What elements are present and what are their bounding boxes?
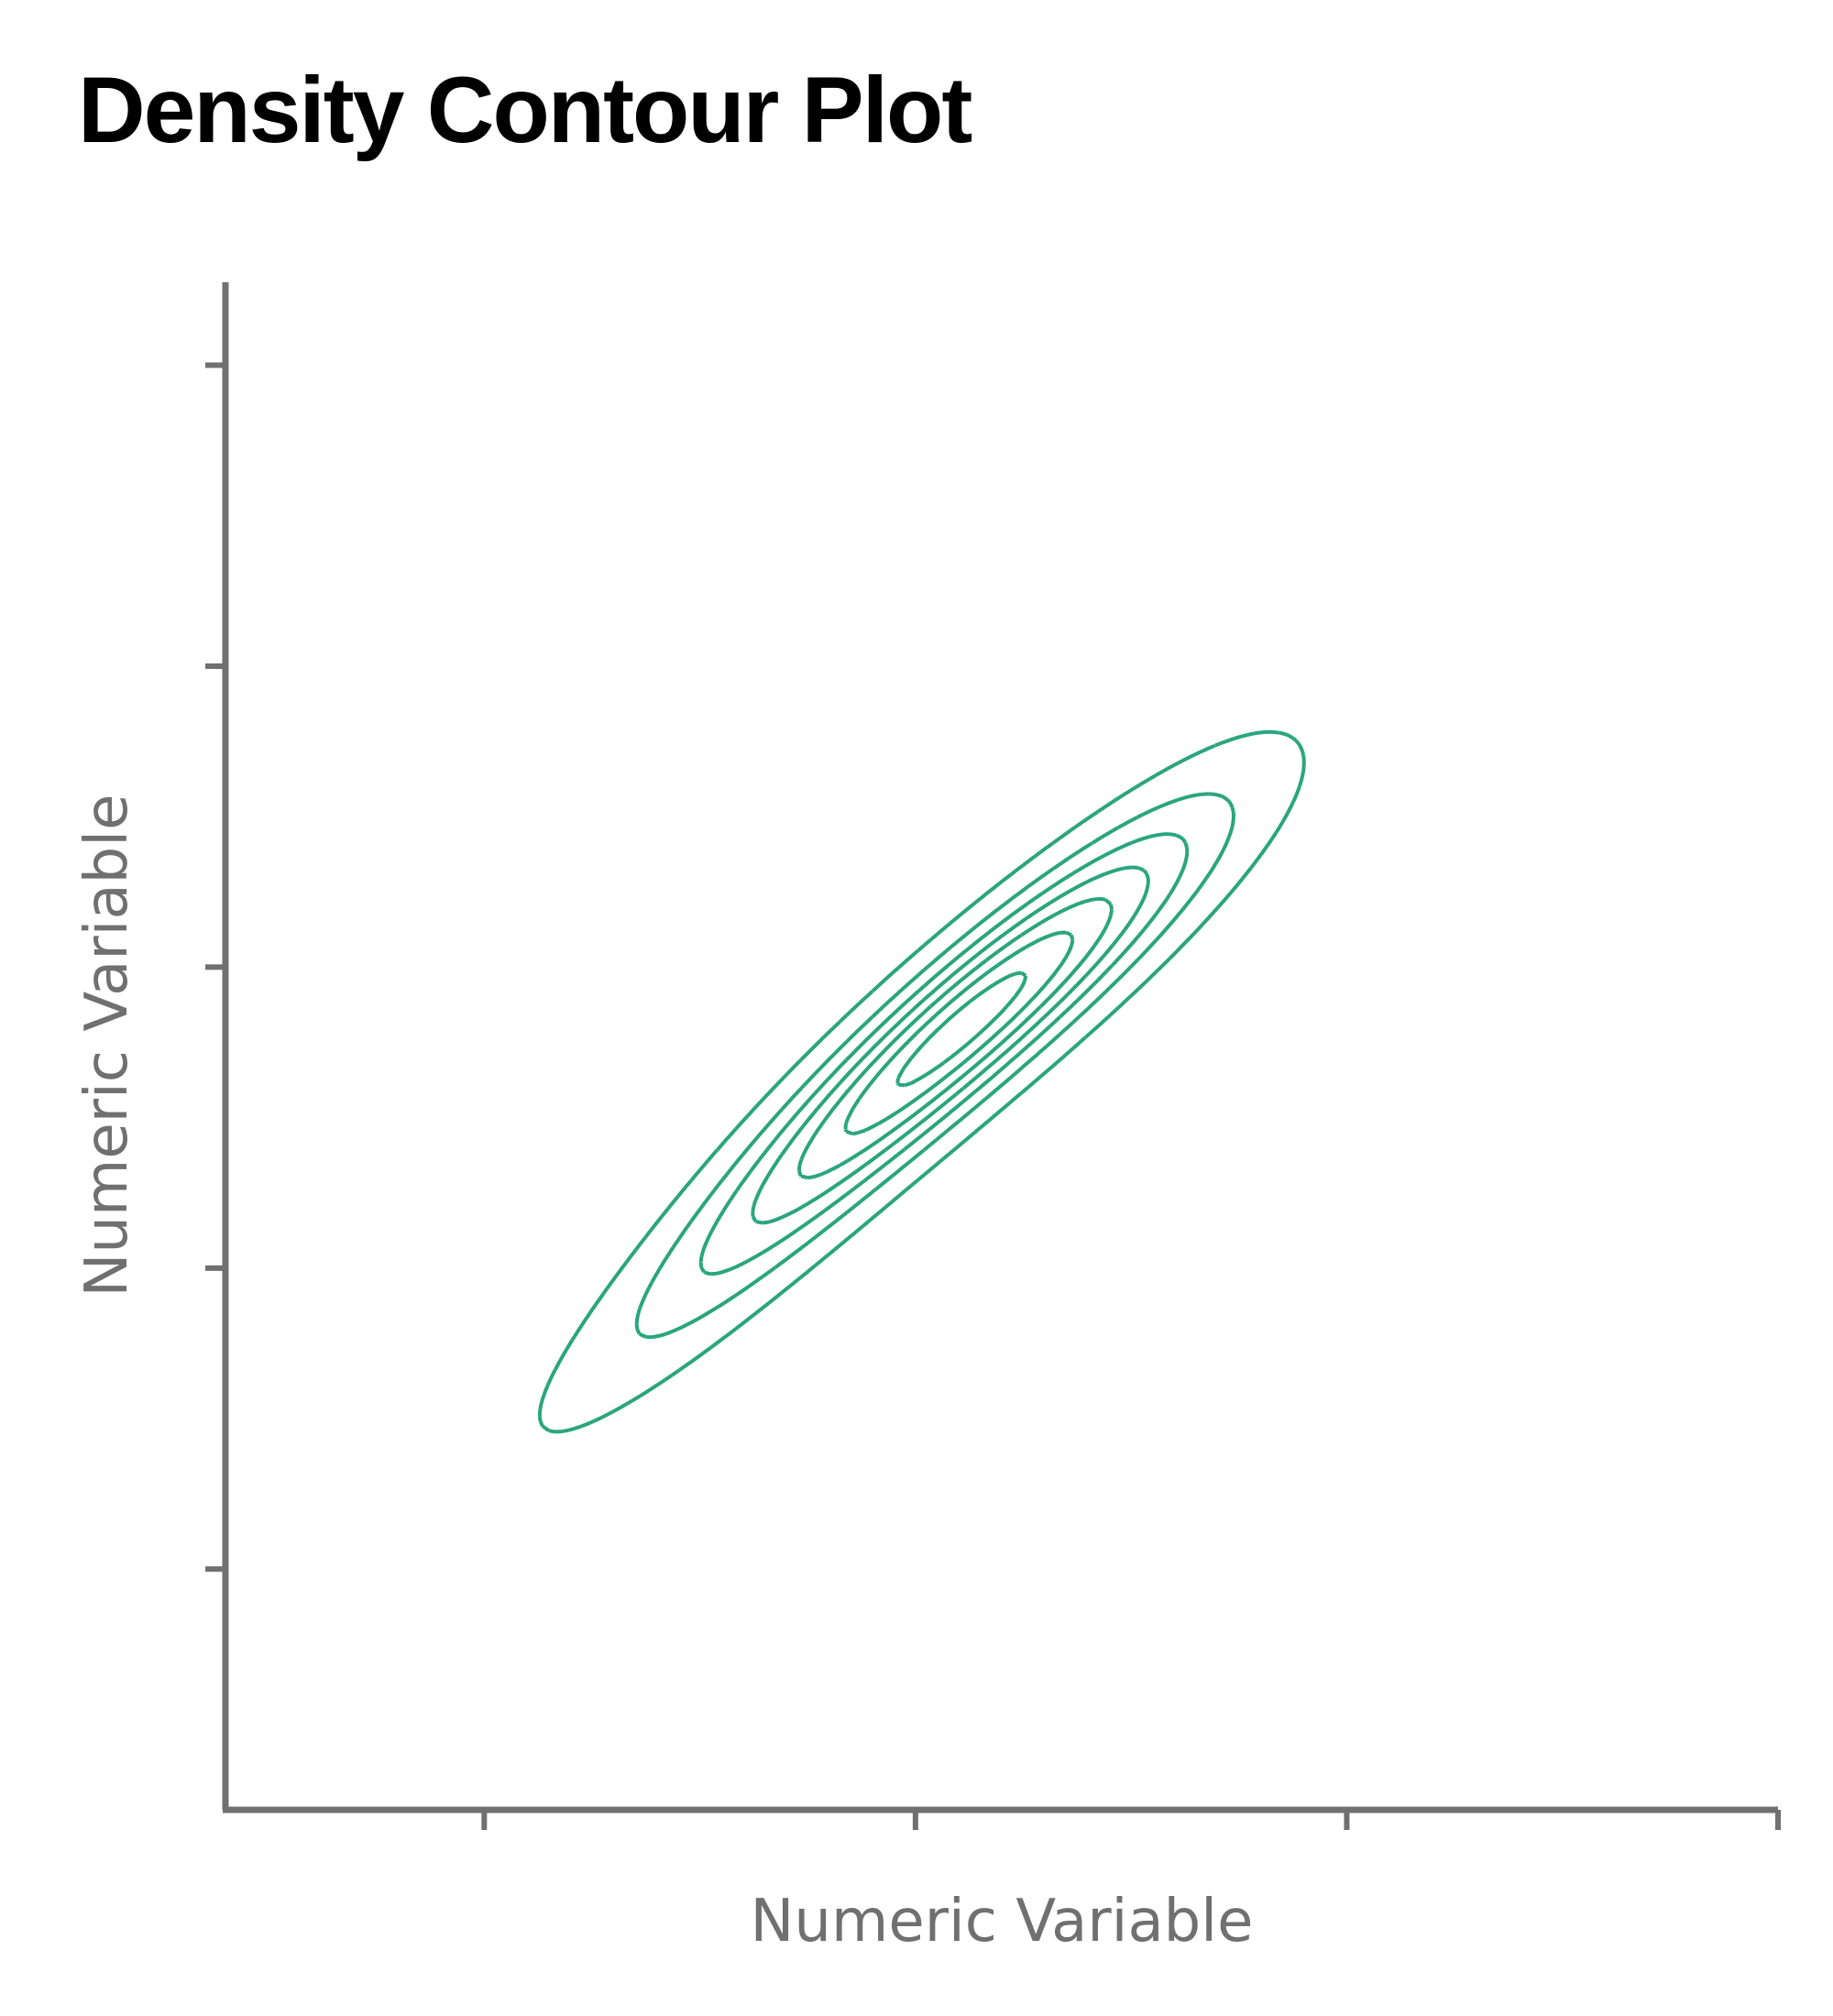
- x-axis-title: Numeric Variable: [751, 1888, 1254, 1956]
- contour-level-2: [634, 792, 1235, 1340]
- contour-level-3: [698, 832, 1190, 1276]
- contour-level-5: [796, 896, 1114, 1180]
- contour-layer: [537, 729, 1306, 1434]
- contour-level-4: [751, 865, 1150, 1225]
- y-axis-title: Numeric Variable: [73, 794, 141, 1298]
- chart-title: Density Contour Plot: [78, 58, 972, 162]
- tick-layer: [205, 362, 1781, 1830]
- contour-level-7: [895, 970, 1028, 1088]
- contour-level-6: [843, 930, 1075, 1136]
- contour-level-1: [537, 729, 1306, 1434]
